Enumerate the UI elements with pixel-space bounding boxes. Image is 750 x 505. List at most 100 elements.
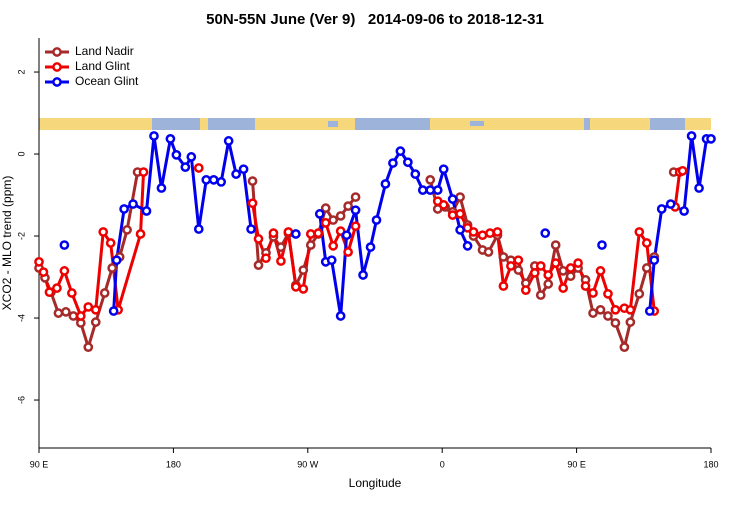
data-point xyxy=(603,311,613,321)
data-point xyxy=(171,150,182,160)
data-point xyxy=(388,158,398,168)
data-point xyxy=(343,247,353,257)
land-ocean-strip xyxy=(39,118,711,130)
data-point xyxy=(498,281,509,291)
data-point xyxy=(90,304,101,315)
data-point xyxy=(350,205,361,216)
data-point xyxy=(425,185,436,195)
legend-marker xyxy=(52,62,62,72)
data-point xyxy=(679,206,689,216)
y-tick-label: 0 xyxy=(16,152,26,157)
data-point xyxy=(59,266,70,276)
data-point xyxy=(149,131,159,141)
data-point xyxy=(558,283,569,293)
data-point xyxy=(253,260,264,270)
data-point xyxy=(641,263,652,273)
data-point xyxy=(588,308,598,318)
x-tick-label: 180 xyxy=(166,459,181,469)
data-point xyxy=(253,234,264,244)
data-point xyxy=(201,175,212,185)
data-point xyxy=(305,240,316,250)
data-point xyxy=(208,175,219,185)
data-point xyxy=(141,206,152,216)
data-point xyxy=(135,229,146,239)
data-point xyxy=(447,210,458,220)
data-point xyxy=(320,218,331,228)
y-tick-label: 2 xyxy=(16,70,26,75)
data-point xyxy=(580,281,591,291)
data-point xyxy=(550,240,561,250)
data-point xyxy=(216,177,227,187)
data-point xyxy=(358,270,368,280)
data-point xyxy=(343,201,353,211)
data-point xyxy=(468,227,479,237)
data-point xyxy=(543,279,554,289)
data-point xyxy=(83,342,94,352)
data-point xyxy=(247,176,258,186)
data-point xyxy=(341,230,352,241)
data-point xyxy=(193,163,204,173)
data-point xyxy=(483,247,494,257)
data-point xyxy=(231,169,241,179)
legend-label: Ocean Glint xyxy=(75,74,139,88)
data-point xyxy=(535,290,546,300)
data-point xyxy=(59,240,70,250)
data-point xyxy=(558,266,569,276)
x-axis-label: Longitude xyxy=(349,476,402,490)
data-point xyxy=(320,203,331,213)
data-point xyxy=(298,265,309,275)
data-point xyxy=(665,199,676,209)
data-point xyxy=(34,257,44,267)
data-point xyxy=(371,215,382,225)
data-point xyxy=(595,304,606,315)
data-point xyxy=(291,282,301,292)
chart-title: 50N-55N June (Ver 9) 2014-09-06 to 2018-… xyxy=(206,11,544,28)
data-point xyxy=(335,311,346,321)
data-point xyxy=(328,215,339,225)
data-point xyxy=(477,230,488,241)
data-point xyxy=(498,252,509,262)
data-point xyxy=(677,165,688,176)
data-point xyxy=(119,204,129,214)
data-point xyxy=(193,224,204,234)
data-point xyxy=(438,200,449,210)
data-point xyxy=(261,253,271,264)
data-point xyxy=(305,229,316,239)
data-point xyxy=(105,238,116,248)
data-point xyxy=(268,228,279,239)
data-point xyxy=(128,199,138,209)
data-point xyxy=(350,192,361,202)
data-point xyxy=(543,270,554,280)
data-point xyxy=(588,288,598,298)
data-point xyxy=(283,227,294,237)
x-tick-label: 0 xyxy=(440,459,445,469)
data-point xyxy=(395,146,406,157)
x-tick-label: 90 E xyxy=(30,459,49,469)
data-point xyxy=(447,194,458,204)
data-point xyxy=(247,198,258,209)
data-point xyxy=(455,192,465,202)
data-point xyxy=(326,255,337,266)
data-point xyxy=(520,285,531,295)
data-point xyxy=(595,266,606,276)
legend-label: Land Nadir xyxy=(75,44,134,58)
data-point xyxy=(610,318,621,328)
data-point xyxy=(223,136,234,146)
data-point xyxy=(686,131,697,141)
data-point xyxy=(597,240,607,250)
data-point xyxy=(565,263,576,273)
data-point xyxy=(111,255,122,266)
legend-marker xyxy=(52,47,62,57)
data-point xyxy=(61,307,71,317)
data-point xyxy=(90,317,101,327)
data-point xyxy=(122,225,132,235)
data-point xyxy=(644,306,655,316)
data-point xyxy=(52,283,62,293)
data-point xyxy=(540,228,551,239)
data-point xyxy=(565,271,576,282)
data-point xyxy=(38,267,49,277)
data-point xyxy=(529,268,540,278)
data-point xyxy=(99,288,110,298)
data-point xyxy=(634,227,645,237)
